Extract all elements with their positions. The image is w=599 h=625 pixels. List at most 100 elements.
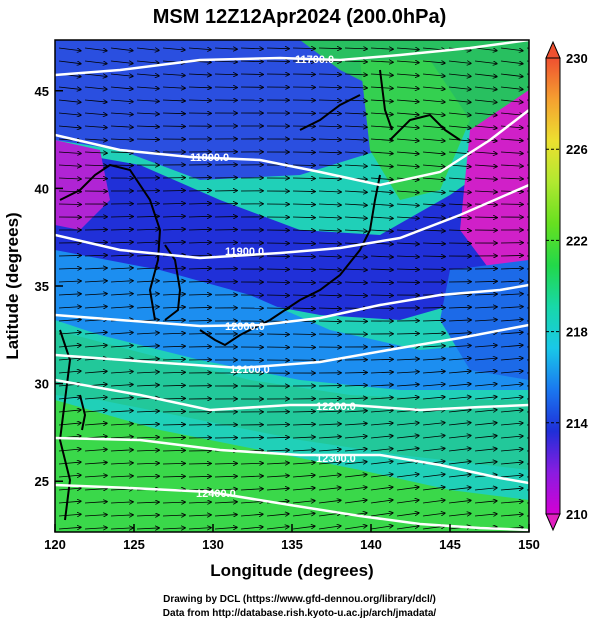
wind-arrow [58, 410, 81, 412]
wind-arrow [162, 411, 185, 412]
wind-arrow [58, 527, 81, 529]
wind-arrow [162, 87, 185, 88]
wind-arrow [422, 61, 445, 63]
x-tick-label: 140 [360, 537, 382, 552]
wind-arrow [110, 139, 133, 140]
wind-arrow [188, 489, 211, 490]
wind-arrow [422, 448, 445, 452]
wind-arrow [344, 398, 367, 399]
wind-arrow [422, 371, 445, 373]
x-tick-label: 135 [281, 537, 303, 552]
wind-arrow [292, 217, 315, 218]
wind-arrow [318, 488, 341, 491]
wind-arrow [370, 178, 393, 180]
wind-arrow [162, 398, 185, 399]
wind-arrow [214, 527, 237, 529]
wind-arrow [448, 474, 471, 478]
contour-11900 [55, 183, 529, 260]
wind-arrow [110, 294, 133, 295]
wind-arrow [292, 424, 315, 425]
colorbar: 210 214 218 222 226 230 [545, 40, 588, 532]
wind-arrow [422, 243, 445, 244]
footer-credit-data: Data from http://database.rish.kyoto-u.a… [162, 608, 437, 619]
wind-arrow [318, 87, 341, 88]
wind-arrow [162, 216, 185, 217]
wind-arrow [136, 346, 159, 347]
y-tick-label: 30 [35, 377, 49, 392]
wind-arrow [318, 282, 341, 283]
wind-arrow [396, 333, 419, 334]
wind-arrow [110, 528, 133, 529]
wind-arrow [136, 502, 159, 503]
wind-arrow [448, 139, 471, 141]
wind-arrow [188, 281, 211, 282]
wind-arrow [136, 229, 159, 230]
wind-arrow [448, 191, 471, 192]
wind-arrow [500, 268, 523, 269]
wind-arrow [188, 203, 211, 204]
wind-arrow [526, 528, 529, 530]
wind-arrow [84, 515, 107, 516]
colorbar-tick-label: 214 [566, 416, 588, 431]
wind-arrow [214, 463, 237, 464]
wind-arrow [370, 126, 393, 128]
x-tick-label: 145 [439, 537, 461, 552]
wind-arrow [292, 501, 315, 503]
wind-arrow [58, 152, 81, 153]
wind-arrow [422, 139, 445, 141]
wind-arrow [84, 87, 107, 89]
wind-arrow [396, 448, 419, 452]
wind-arrow [370, 461, 393, 465]
wind-arrow [318, 500, 341, 504]
wind-arrow [318, 74, 341, 75]
wind-arrow [162, 113, 185, 114]
wind-arrow [448, 100, 471, 102]
colorbar-tick-label: 230 [566, 51, 588, 66]
wind-arrow [396, 384, 419, 386]
wind-arrow [110, 242, 133, 243]
wind-arrow [136, 87, 159, 89]
wind-arrow [474, 501, 497, 503]
wind-arrow [370, 139, 393, 141]
contour-12200 [55, 378, 529, 412]
wind-arrow [266, 527, 289, 530]
wind-arrow [474, 294, 497, 295]
wind-arrow [240, 463, 263, 464]
wind-arrow [500, 47, 523, 51]
wind-arrow [448, 487, 471, 491]
contour-label-12300: 12300.0 [316, 453, 356, 465]
contour-label-11900: 11900.0 [225, 246, 264, 258]
wind-arrow [214, 87, 237, 88]
wind-arrow [370, 152, 393, 154]
wind-arrow [422, 100, 445, 102]
wind-arrow [474, 139, 497, 141]
wind-arrow [500, 281, 523, 282]
wind-arrow [110, 398, 133, 399]
wind-arrow [136, 424, 159, 425]
wind-arrow [500, 294, 523, 295]
wind-arrow [58, 255, 81, 256]
wind-arrow [136, 411, 159, 412]
wind-arrow [58, 100, 81, 102]
wind-arrow [84, 410, 107, 412]
wind-arrow [58, 191, 81, 192]
wind-arrow [474, 178, 497, 179]
contour-label-11700: 11700.0 [295, 54, 334, 66]
wind-arrow [292, 61, 315, 62]
wind-arrow [344, 411, 367, 412]
wind-arrow [474, 371, 497, 373]
wind-arrow [448, 113, 471, 115]
wind-arrow [370, 449, 393, 451]
wind-arrow [474, 423, 497, 425]
colorbar-bottom-cap [545, 513, 561, 532]
wind-arrow [526, 47, 529, 49]
wind-arrow [110, 424, 133, 425]
wind-arrow [344, 487, 367, 491]
wind-arrow [162, 294, 185, 295]
wind-arrow [84, 502, 107, 503]
wind-arrow [448, 513, 471, 517]
wind-arrow [136, 437, 159, 438]
wind-arrow [370, 487, 393, 491]
wind-arrow [240, 61, 263, 62]
wind-arrow [292, 295, 315, 296]
